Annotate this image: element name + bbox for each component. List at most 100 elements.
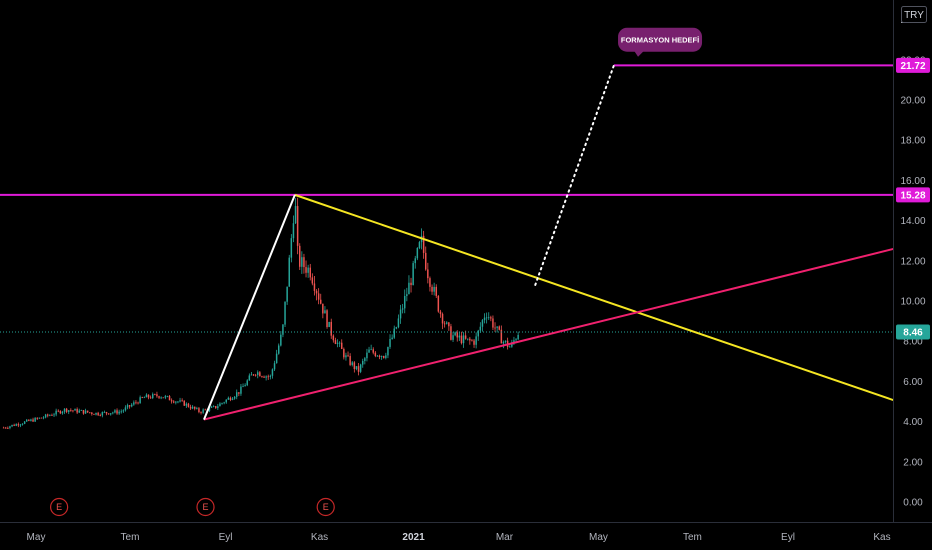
price-tick-label: 8.00 <box>903 337 923 348</box>
candle-body <box>74 409 76 411</box>
candle-body <box>193 406 196 409</box>
candle-body <box>112 412 114 414</box>
candle-body <box>391 337 393 339</box>
price-tick-label: 6.00 <box>903 377 923 388</box>
candle-body <box>196 408 198 409</box>
candle-body <box>229 397 232 400</box>
level-price-tag-text: 15.28 <box>900 190 925 201</box>
candle-body <box>166 396 169 397</box>
currency-button[interactable]: TRY <box>901 6 927 23</box>
candle-body <box>271 369 274 376</box>
price-tick-label: 0.00 <box>903 498 923 509</box>
candle-body <box>328 321 330 327</box>
resistance-trendline[interactable] <box>294 193 928 413</box>
candle-body <box>30 419 32 421</box>
time-tick-label: Tem <box>683 532 702 543</box>
candle-body <box>219 403 221 407</box>
price-tick-label: 2.00 <box>903 457 923 468</box>
candle-body <box>32 419 34 422</box>
candle-body <box>288 257 290 287</box>
candle-body <box>496 326 498 328</box>
candle-body <box>225 399 227 403</box>
candle-body <box>4 427 7 429</box>
candle-body <box>445 322 448 324</box>
candle-body <box>492 318 494 328</box>
candle-body <box>443 323 446 325</box>
candle-body <box>23 421 26 424</box>
candle-body <box>324 310 326 314</box>
candle-body <box>185 403 188 406</box>
candle-body <box>183 400 185 406</box>
candle-body <box>466 338 469 340</box>
annotation-pointer <box>634 50 645 57</box>
support-trendline[interactable] <box>203 239 927 421</box>
candle-body <box>145 394 148 398</box>
candle-body <box>424 252 427 270</box>
candle-body <box>490 317 492 319</box>
candle-body <box>401 308 404 310</box>
annotation-box <box>618 27 703 52</box>
candle-body <box>103 412 106 413</box>
candle-body <box>105 412 108 414</box>
candle-body <box>456 332 458 338</box>
candle-body <box>412 263 414 286</box>
candle-body <box>97 412 99 416</box>
candle-body <box>439 311 442 314</box>
earnings-marker-icon[interactable] <box>50 497 69 517</box>
candle-body <box>175 401 177 403</box>
candle-body <box>340 342 343 349</box>
earnings-marker-icon[interactable] <box>316 497 335 517</box>
candle-body <box>385 355 387 358</box>
candle-body <box>517 334 519 340</box>
candle-body <box>349 356 351 365</box>
candle-body <box>481 320 484 327</box>
time-tick-label: Kas <box>873 532 890 543</box>
candle-body <box>418 242 421 249</box>
candle-body <box>336 342 339 344</box>
price-tick-label: 16.00 <box>900 176 925 187</box>
candle-body <box>120 411 122 413</box>
candle-body <box>275 353 278 364</box>
candle-body <box>267 376 269 378</box>
candle-body <box>441 313 444 324</box>
candle-body <box>338 342 341 344</box>
candle-body <box>477 330 479 337</box>
time-tick-label: May <box>589 532 608 543</box>
candle-body <box>479 326 482 331</box>
candle-body <box>256 372 259 375</box>
currency-label: TRY <box>904 10 924 21</box>
flagpole-trendline[interactable] <box>203 194 296 420</box>
candle-body <box>208 407 211 412</box>
candle-body <box>511 342 513 347</box>
candle-body <box>307 267 309 273</box>
candle-body <box>393 328 395 338</box>
earnings-marker-icon[interactable] <box>196 497 215 517</box>
candle-body <box>57 410 59 412</box>
candle-body <box>15 424 17 426</box>
candle-body <box>301 257 303 267</box>
price-axis[interactable]: 0.00 2.00 4.00 6.00 8.00 10.00 12.00 14.00 16.00… <box>893 0 932 522</box>
candle-body <box>55 410 57 415</box>
candle-body <box>212 406 215 407</box>
price-tick-label: 4.00 <box>903 417 923 428</box>
candle-body <box>34 417 36 422</box>
candle-body <box>240 386 242 394</box>
annotation-callout[interactable]: FORMASYON HEDEFİ <box>618 27 703 57</box>
candle-body <box>170 400 173 402</box>
time-tick-label: Eyl <box>219 532 233 543</box>
candle-body <box>191 406 194 409</box>
candle-body <box>498 326 500 330</box>
candle-body <box>273 363 276 370</box>
time-axis[interactable]: May Tem Eyl Kas 2021 Mar May Tem Eyl Kas <box>0 522 932 544</box>
candle-body <box>248 375 251 381</box>
current-price-tag-text: 8.46 <box>903 327 923 338</box>
time-tick-label: 2021 <box>402 532 425 543</box>
projection-line[interactable] <box>534 64 615 286</box>
candle-body <box>156 394 158 397</box>
candle-body <box>454 332 456 336</box>
candle-body <box>221 402 223 404</box>
candle-body <box>504 340 507 342</box>
price-tick-label: 10.00 <box>900 297 925 308</box>
candle-body <box>101 412 104 416</box>
